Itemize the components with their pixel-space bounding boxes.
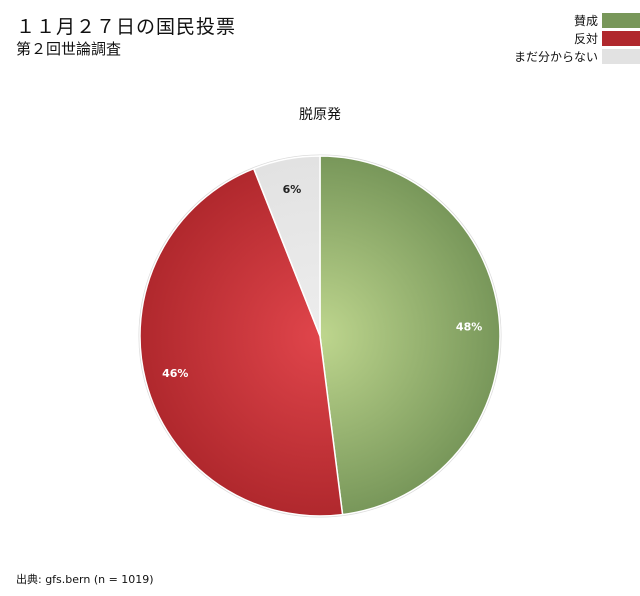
legend-label-no: 反対 xyxy=(573,31,598,46)
pie-chart-title: 脱原発 xyxy=(299,107,341,123)
source-note: 出典: gfs.bern (n = 1019) xyxy=(16,573,154,586)
legend-item-undecided: まだ分からない xyxy=(514,48,640,64)
pie-slice-undecided xyxy=(252,155,321,337)
legend-swatch-yes xyxy=(602,12,640,28)
legend-item-no: 反対 xyxy=(514,30,640,46)
pie-label-no: 46% xyxy=(162,367,188,380)
pie-slice-yes xyxy=(319,155,501,516)
pie-slice-no xyxy=(139,167,344,517)
chart-subtitle: 第２回世論調査 xyxy=(16,40,122,58)
legend: 賛成 反対 まだ分からない xyxy=(514,12,640,66)
legend-label-undecided: まだ分からない xyxy=(513,49,598,64)
legend-label-yes: 賛成 xyxy=(573,13,598,28)
legend-item-yes: 賛成 xyxy=(514,12,640,28)
pie-label-yes: 48% xyxy=(456,321,482,334)
chart-title-main: １１月２７日の国民投票 xyxy=(16,16,237,38)
legend-swatch-undecided xyxy=(602,48,640,64)
pie-label-undecided: 6% xyxy=(283,183,302,196)
legend-swatch-no xyxy=(602,30,640,46)
